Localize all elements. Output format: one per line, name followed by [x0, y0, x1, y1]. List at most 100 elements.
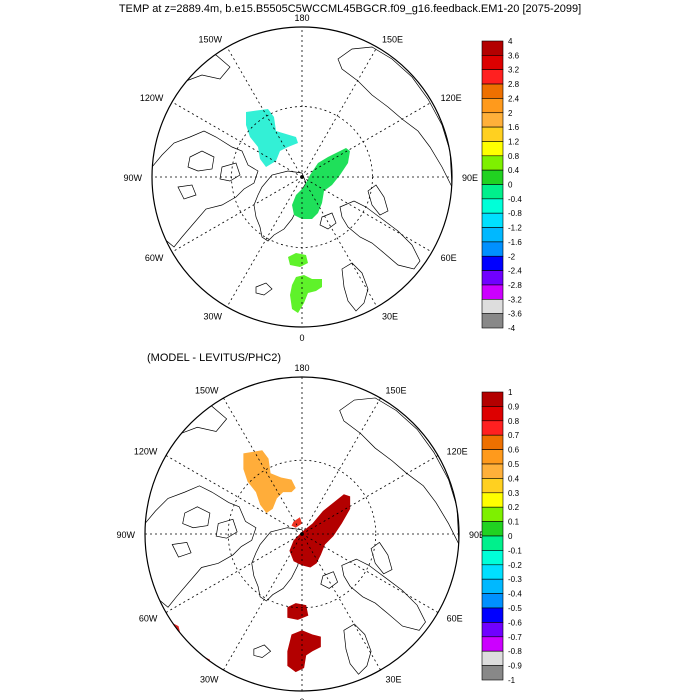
- lon-label: 60E: [441, 253, 457, 263]
- meridian-line: [223, 533, 303, 671]
- lime-patch-fram-strait: [288, 253, 308, 267]
- colorbar-swatch: [481, 420, 504, 436]
- lon-label: 90W: [116, 530, 135, 540]
- colorbar-swatch: [481, 492, 504, 508]
- colorbar-label: -0.2: [508, 561, 522, 570]
- lon-label: 90E: [469, 530, 485, 540]
- colorbar-swatch: [481, 650, 504, 666]
- latitude-circle: [227, 459, 377, 609]
- colorbar-label: 2: [508, 109, 513, 118]
- coastline: [320, 571, 339, 589]
- colorbar-label: -2.8: [508, 281, 522, 290]
- meridian-line: [301, 397, 381, 535]
- colorbar-label: 0.9: [508, 402, 520, 411]
- colorbar-label: 0.2: [508, 503, 520, 512]
- coastline: [177, 184, 197, 200]
- meridian-line: [301, 46, 378, 178]
- coastline: [339, 397, 459, 545]
- colorbar-label: 0.4: [508, 166, 520, 175]
- coastline: [341, 558, 426, 631]
- colorbar-swatch: [481, 313, 504, 329]
- lon-label: 120W: [134, 447, 158, 457]
- colorbar-swatch: [481, 270, 504, 286]
- colorbar-label: -3.6: [508, 310, 522, 319]
- colorbar-label: 0.5: [508, 460, 520, 469]
- colorbar-swatch: [481, 141, 504, 157]
- coastline: [152, 130, 259, 248]
- colorbar-label: -1: [508, 676, 516, 685]
- lon-label: 60E: [447, 614, 463, 624]
- colorbar-swatch: [481, 564, 504, 580]
- red-speck-labrador-sea: [176, 267, 186, 279]
- colorbar-label: -4: [508, 324, 516, 333]
- meridian-line: [301, 101, 433, 178]
- colorbar-label: -0.7: [508, 633, 522, 642]
- red-speck-makarov: [291, 517, 302, 528]
- colorbar-label: -0.8: [508, 647, 522, 656]
- map-panel-anomaly: 180 150E 120E 90E 60E 30E 0 30W 60W 90W 120W 150W 4 3…: [123, 13, 522, 343]
- colorbar-label: -0.6: [508, 618, 522, 627]
- map-border: [144, 376, 460, 692]
- coastline: [171, 541, 192, 558]
- colorbar-swatch: [481, 665, 504, 681]
- colorbar-label: -1.6: [508, 238, 522, 247]
- coastline: [215, 518, 238, 539]
- colorbar-swatch: [481, 284, 504, 300]
- coastline: [187, 150, 215, 172]
- colorbar-swatch: [481, 478, 504, 494]
- colorbar-swatch: [481, 463, 504, 479]
- meridian-line: [171, 176, 303, 253]
- meridian-line: [165, 455, 303, 535]
- colorbar-label: 0.8: [508, 417, 520, 426]
- colorbar-label: -0.3: [508, 575, 522, 584]
- lon-label: 30W: [203, 312, 222, 322]
- colorbar-swatch: [481, 155, 504, 171]
- red-speck-labrador-sea: [170, 621, 181, 635]
- lon-label: 120W: [140, 93, 164, 103]
- colorbar-label: 0: [508, 181, 513, 190]
- meridian-line: [165, 533, 303, 613]
- meridian-line: [226, 176, 303, 308]
- lime-patch-norwegian-sea: [290, 275, 322, 313]
- meridian-line: [226, 46, 303, 178]
- lon-label: 0: [299, 333, 304, 343]
- lon-label: 30E: [382, 312, 398, 322]
- colorbar-swatch: [481, 98, 504, 114]
- colorbar-swatch: [481, 434, 504, 450]
- meridian-line: [171, 101, 303, 178]
- colorbar-label: 3.6: [508, 51, 520, 60]
- lon-label: 90W: [123, 173, 142, 183]
- colorbar-swatch: [481, 406, 504, 422]
- colorbar-label: 2.4: [508, 94, 520, 103]
- colorbar-label: 2.8: [508, 80, 520, 89]
- colorbar-label: 0.3: [508, 489, 520, 498]
- lon-label: 60W: [145, 253, 164, 263]
- coastline: [253, 170, 307, 242]
- colorbar-swatch: [481, 169, 504, 185]
- colorbar-label: 4: [508, 37, 513, 46]
- coastline: [337, 46, 452, 188]
- colorbar-label: -0.1: [508, 546, 522, 555]
- colorbar-swatch: [481, 636, 504, 652]
- figure-title: TEMP at z=2889.4m, b.e15.B5505C5WCCML45B…: [119, 3, 581, 15]
- colorbar-swatch: [481, 227, 504, 243]
- meridian-line: [301, 176, 433, 253]
- colorbar-label: 1.2: [508, 137, 520, 146]
- coastline: [370, 541, 393, 575]
- coastline: [253, 644, 272, 658]
- colorbar-swatch: [481, 55, 504, 70]
- colorbar-swatch: [481, 69, 504, 85]
- colorbar-label: -0.9: [508, 662, 522, 671]
- colorbar-label: 3.2: [508, 66, 520, 75]
- lon-label: 180: [294, 13, 309, 23]
- lon-label: 60W: [139, 614, 158, 624]
- colorbar-swatch: [481, 241, 504, 257]
- colorbar-swatch: [481, 622, 504, 638]
- coastline: [145, 485, 257, 608]
- lon-label: 120E: [447, 447, 468, 457]
- map-panel-bias: 180 150E 120E 90E 60E 30E 0 30W 60W 90W 120W 150W 1 0…: [116, 363, 522, 700]
- lon-label: 150E: [386, 385, 407, 395]
- colorbar-swatch: [481, 83, 504, 99]
- colorbar-swatch: [481, 506, 504, 522]
- colorbar-label: -0.4: [508, 195, 522, 204]
